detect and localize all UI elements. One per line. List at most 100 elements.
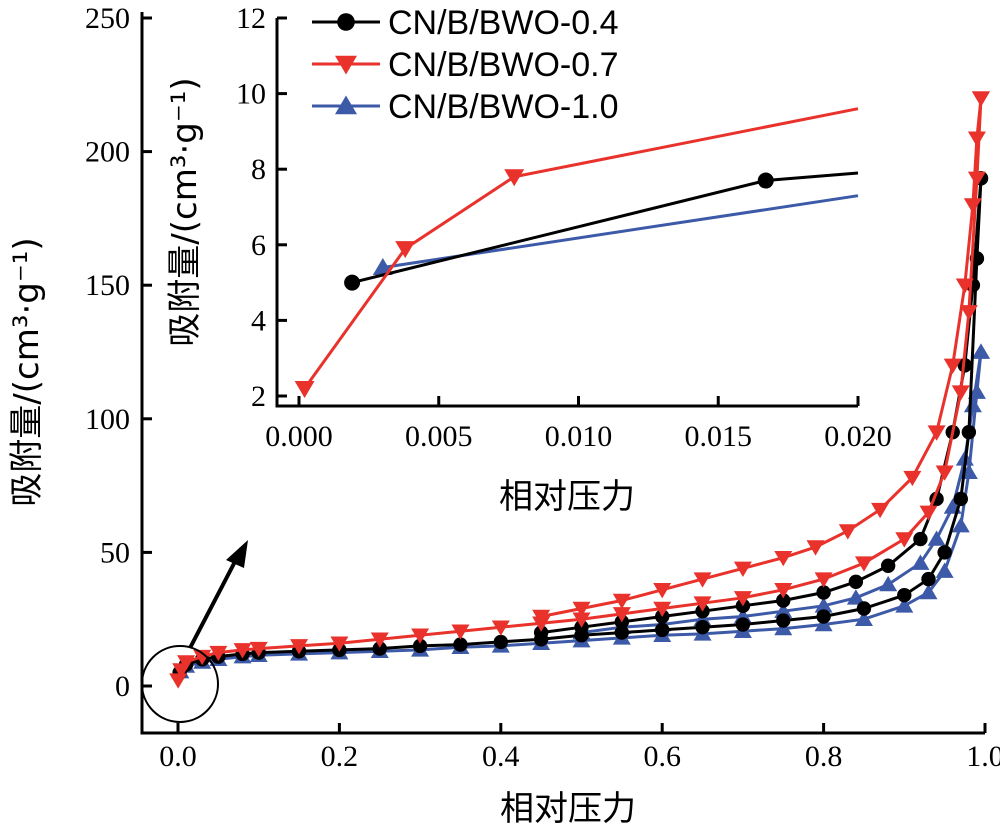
main-y-tick-label: 250 xyxy=(85,2,130,35)
inset-background xyxy=(277,18,858,406)
main-data-point xyxy=(848,574,864,589)
inset-x-tick-label: 0.020 xyxy=(824,420,892,453)
main-data-point xyxy=(955,278,974,294)
main-data-point xyxy=(971,91,990,107)
main-data-point xyxy=(959,305,978,321)
main-data-point xyxy=(733,591,752,607)
main-data-point xyxy=(453,637,468,652)
inset-x-tick-label: 0.010 xyxy=(545,420,613,453)
main-data-point xyxy=(774,550,793,567)
main-data-point xyxy=(733,561,752,577)
main-y-tick-label: 200 xyxy=(85,136,130,169)
legend-swatch-marker xyxy=(335,95,357,115)
main-data-point xyxy=(856,601,872,616)
legend-swatch-marker xyxy=(335,55,357,75)
main-data-point xyxy=(951,385,970,401)
main-data-point xyxy=(493,634,508,650)
inset-x-tick-label: 0.015 xyxy=(685,420,753,453)
legend-label: CN/B/BWO-0.7 xyxy=(388,46,618,84)
main-data-point xyxy=(233,643,252,659)
main-data-point xyxy=(572,612,591,628)
main-series-CN/B/BWO-0.7 xyxy=(169,91,990,689)
main-data-point xyxy=(653,583,672,599)
legend-label: CN/B/BWO-1.0 xyxy=(388,88,618,126)
main-data-point xyxy=(971,343,990,359)
inset-y-tick-label: 6 xyxy=(251,229,266,262)
inset-y-tick-label: 4 xyxy=(251,304,266,337)
main-data-point xyxy=(330,636,349,652)
inset-data-point xyxy=(344,274,361,291)
legend-entry: CN/B/BWO-0.7 xyxy=(312,46,618,84)
main-y-axis-label: 吸附量/(cm³·g⁻¹) xyxy=(7,237,47,506)
inset-y-axis-label: 吸附量/(cm³·g⁻¹) xyxy=(165,77,205,346)
main-data-point xyxy=(927,425,946,441)
main-data-point xyxy=(880,558,896,573)
main-data-point xyxy=(816,585,831,600)
main-data-point xyxy=(572,601,591,618)
main-data-point xyxy=(774,602,793,618)
main-data-point xyxy=(953,491,968,507)
legend: CN/B/BWO-0.4 CN/B/BWO-0.7 CN/B/BWO-1.0 xyxy=(312,4,618,126)
main-data-point xyxy=(249,641,268,658)
main-data-point xyxy=(814,572,833,588)
main-data-point xyxy=(532,609,551,626)
main-y-tick-label: 0 xyxy=(115,670,130,703)
main-data-point xyxy=(653,601,672,618)
main-adsorption-line xyxy=(179,351,983,673)
main-data-point xyxy=(919,583,938,600)
inset-data-point xyxy=(504,169,525,187)
main-data-point xyxy=(854,610,873,626)
main-data-point xyxy=(871,502,890,519)
main-data-point xyxy=(846,589,865,605)
zoom-region-circle xyxy=(141,645,219,723)
main-data-point xyxy=(879,575,898,592)
main-data-point xyxy=(967,383,986,399)
main-data-point xyxy=(209,645,228,662)
main-x-tick-label: 0.6 xyxy=(643,740,681,773)
main-x-tick-label: 0.0 xyxy=(159,740,197,773)
main-data-point xyxy=(372,641,387,656)
zoom-arrow-head xyxy=(226,540,248,568)
legend-label: CN/B/BWO-0.4 xyxy=(388,4,618,42)
main-y-tick-label: 150 xyxy=(85,269,130,302)
main-data-point xyxy=(895,532,914,548)
main-data-point xyxy=(919,505,938,521)
main-x-tick-label: 0.8 xyxy=(805,740,843,773)
main-data-point xyxy=(169,673,188,689)
main-y-tick-label: 100 xyxy=(85,403,130,436)
main-data-point xyxy=(655,622,670,638)
inset-series-CN/B/BWO-0.7 xyxy=(294,107,859,398)
main-data-point xyxy=(963,396,982,413)
main-data-point xyxy=(370,632,389,648)
inset-y-tick-label: 10 xyxy=(236,78,266,111)
main-adsorption-line xyxy=(178,178,983,674)
main-data-point xyxy=(935,465,954,481)
main-data-point xyxy=(491,620,510,636)
main-data-point xyxy=(693,596,712,612)
inset-data-point xyxy=(395,241,416,259)
main-data-point xyxy=(895,597,914,613)
main-data-point xyxy=(412,638,428,654)
inset-x-axis-label: 相对压力 xyxy=(499,477,635,517)
main-series xyxy=(169,91,990,689)
inset-x-ticks: 0.000 0.005 0.010 0.015 0.020 xyxy=(265,396,892,453)
main-data-point xyxy=(411,628,430,644)
main-data-point xyxy=(927,530,946,546)
main-data-point xyxy=(735,617,751,632)
inset-series xyxy=(294,107,859,398)
main-data-point xyxy=(776,613,791,628)
zoom-arrow xyxy=(188,551,242,649)
main-x-tick-label: 0.4 xyxy=(482,740,520,773)
main-x-ticks: 0.0 0.2 0.4 0.6 0.8 1.0 xyxy=(159,723,1000,773)
legend-entry: CN/B/BWO-1.0 xyxy=(312,88,618,126)
main-x-axis-label: 相对压力 xyxy=(500,789,636,829)
main-data-point xyxy=(533,625,549,640)
inset-x-tick-label: 0.000 xyxy=(265,420,333,453)
main-data-point xyxy=(935,562,954,578)
main-data-point xyxy=(806,540,825,556)
main-data-point xyxy=(816,609,831,624)
main-data-point xyxy=(951,517,970,533)
main-data-point xyxy=(838,524,857,540)
